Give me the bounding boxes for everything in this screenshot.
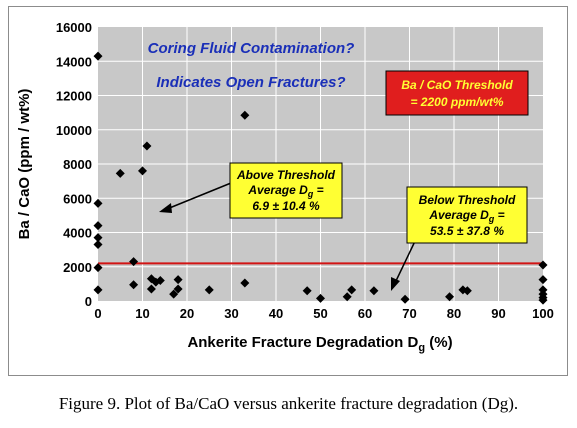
x-tick-label: 40 (269, 306, 283, 321)
annotation-group: Coring Fluid Contamination? Indicates Op… (148, 40, 355, 91)
below-callout-line1: Below Threshold (419, 193, 516, 207)
data-point (169, 289, 179, 299)
below-callout-box (406, 186, 528, 244)
data-point (538, 295, 548, 305)
x-tick-label: 60 (358, 306, 372, 321)
data-point (93, 198, 103, 208)
data-point (538, 275, 548, 285)
data-point (93, 239, 103, 249)
x-tick-label: 90 (491, 306, 505, 321)
data-point (146, 284, 156, 294)
annotation-open-fractures: Indicates Open Fractures? (156, 74, 345, 91)
below-callout-line2-main: Average D (428, 208, 489, 222)
x-tick-label: 10 (135, 306, 149, 321)
x-axis-label-main: Ankerite Fracture Degradation D (187, 334, 418, 351)
data-point (93, 263, 103, 273)
annotation-coring-fluid: Coring Fluid Contamination? (148, 40, 355, 57)
above-callout-line2: Average Dg = (247, 183, 323, 199)
x-axis-ticks: 0 10 20 30 40 50 60 70 80 90 100 (94, 306, 553, 321)
y-tick-label: 4000 (63, 226, 92, 241)
x-tick-label: 20 (180, 306, 194, 321)
x-tick-label: 50 (313, 306, 327, 321)
x-tick-label: 0 (94, 306, 101, 321)
above-arrow-line (166, 182, 232, 210)
figure-caption: Figure 9. Plot of Ba/CaO versus ankerite… (58, 394, 519, 413)
threshold-callout-box (385, 70, 529, 116)
data-point (173, 284, 183, 294)
figure-frame: 0 2000 4000 6000 8000 10000 12000 14000 16000 0 1… (8, 6, 568, 376)
y-axis-label: Ba / CaO (ppm / wt%) (16, 89, 33, 240)
above-callout-box (229, 162, 343, 219)
above-arrow-head (159, 203, 172, 213)
above-callout-line2-tail: = (313, 183, 323, 197)
y-tick-label: 6000 (63, 191, 92, 206)
data-point (93, 221, 103, 231)
below-callout-line2-tail: = (494, 208, 504, 222)
data-point (347, 285, 357, 295)
above-callout-line2-sub: g (307, 189, 314, 199)
data-point (93, 233, 103, 243)
y-tick-label: 8000 (63, 157, 92, 172)
below-threshold-callout: Below Threshold Average Dg = 53.5 ± 37.8… (391, 186, 528, 291)
data-point (302, 286, 312, 296)
threshold-callout-line1: Ba / CaO Threshold (401, 78, 513, 92)
data-point (445, 292, 455, 302)
data-point (93, 285, 103, 295)
y-tick-label: 12000 (56, 89, 92, 104)
x-tick-label: 80 (447, 306, 461, 321)
data-point (240, 110, 250, 120)
threshold-callout: Ba / CaO Threshold = 2200 ppm/wt% (385, 70, 529, 116)
data-point (115, 168, 125, 178)
data-points (93, 51, 548, 305)
above-threshold-callout: Above Threshold Average Dg = 6.9 ± 10.4 … (159, 162, 343, 219)
data-point (400, 294, 410, 304)
data-point (155, 275, 165, 285)
data-point (204, 285, 214, 295)
data-point (462, 286, 472, 296)
y-tick-label: 10000 (56, 123, 92, 138)
below-callout-line2-sub: g (488, 214, 495, 224)
y-tick-label: 14000 (56, 54, 92, 69)
x-tick-label: 30 (224, 306, 238, 321)
data-point (173, 275, 183, 285)
y-tick-label: 16000 (56, 20, 92, 35)
above-callout-line3: 6.9 ± 10.4 % (252, 199, 320, 213)
y-tick-label: 2000 (63, 260, 92, 275)
below-arrow-line (394, 236, 418, 284)
data-point (240, 278, 250, 288)
data-point (538, 260, 548, 270)
y-tick-label: 0 (85, 294, 92, 309)
x-axis-label: Ankerite Fracture Degradation Dg (%) (187, 334, 452, 354)
data-point (129, 280, 139, 290)
x-axis-label-sub: g (418, 342, 425, 354)
data-point (369, 286, 379, 296)
data-point (93, 51, 103, 61)
below-arrow-head (391, 277, 400, 291)
data-point (342, 292, 352, 302)
x-tick-label: 100 (532, 306, 554, 321)
x-tick-label: 70 (402, 306, 416, 321)
below-callout-line2: Average Dg = (428, 208, 504, 224)
above-callout-line1: Above Threshold (236, 168, 336, 182)
chart: 0 2000 4000 6000 8000 10000 12000 14000 16000 0 1… (16, 20, 554, 354)
data-point (138, 166, 147, 176)
data-point (316, 293, 325, 303)
data-point (142, 141, 152, 151)
below-callout-line3: 53.5 ± 37.8 % (430, 224, 504, 238)
above-callout-line2-main: Average D (247, 183, 308, 197)
threshold-callout-line2: = 2200 ppm/wt% (410, 95, 503, 109)
y-axis-ticks: 0 2000 4000 6000 8000 10000 12000 14000 16000 (56, 20, 92, 309)
data-point (129, 257, 139, 267)
x-axis-label-unit: (%) (425, 334, 453, 351)
